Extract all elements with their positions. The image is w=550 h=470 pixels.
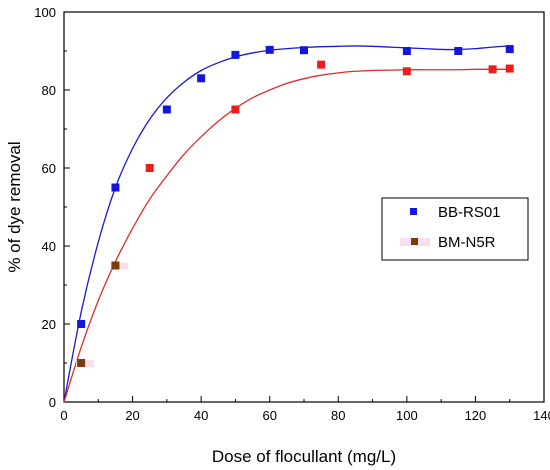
data-point-series-0 — [197, 74, 206, 83]
data-point-series-0 — [265, 45, 274, 54]
data-point-series-1 — [231, 105, 240, 114]
y-tick-label: 60 — [42, 161, 56, 176]
x-tick-label: 120 — [465, 408, 487, 423]
y-axis: 0 20 40 60 80 100 — [34, 5, 70, 410]
y-tick-label: 20 — [42, 317, 56, 332]
data-point-series-0 — [111, 183, 120, 192]
data-point-series-0 — [300, 46, 308, 55]
x-tick-label: 60 — [262, 408, 276, 423]
x-axis: 0 20 40 60 80 100 120 140 — [60, 396, 550, 423]
x-axis-title: Dose of flocullant (mg/L) — [212, 447, 396, 466]
data-point-series-1 — [505, 64, 514, 73]
data-point-series-0 — [231, 50, 240, 59]
x-tick-label: 0 — [60, 408, 67, 423]
legend-marker-bb-rs01 — [410, 208, 417, 215]
data-point-series-0 — [77, 320, 86, 328]
fit-lines — [63, 45, 510, 403]
x-tick-label: 40 — [194, 408, 208, 423]
fit-curve-series-0 — [63, 45, 510, 403]
legend: BB-RS01 BM-N5R — [381, 197, 529, 261]
x-tick-label: 100 — [396, 408, 418, 423]
y-tick-label: 100 — [34, 5, 56, 20]
data-point-series-0 — [162, 105, 171, 114]
y-axis-title: % of dye removal — [5, 141, 24, 272]
x-tick-label: 140 — [533, 408, 550, 423]
data-point-series-1 — [77, 359, 86, 367]
data-point-series-0 — [402, 47, 411, 55]
legend-label-bb-rs01: BB-RS01 — [438, 204, 501, 221]
data-point-series-1 — [317, 60, 326, 69]
data-point-series-1 — [402, 67, 411, 76]
x-tick-label: 80 — [331, 408, 345, 423]
legend-box — [381, 197, 529, 261]
y-tick-label: 40 — [42, 239, 56, 254]
legend-marker-bm-n5r — [411, 238, 418, 245]
data-points — [76, 45, 514, 367]
x-tick-label: 20 — [125, 408, 139, 423]
legend-label-bm-n5r: BM-N5R — [438, 234, 496, 251]
data-point-series-0 — [505, 45, 514, 54]
data-point-series-1 — [488, 65, 497, 74]
fit-curve-series-1 — [63, 68, 510, 403]
data-point-series-0 — [454, 47, 463, 55]
y-tick-label: 0 — [49, 395, 56, 410]
data-point-series-1 — [145, 164, 154, 172]
y-tick-label: 80 — [42, 83, 56, 98]
data-point-series-1 — [111, 261, 120, 270]
